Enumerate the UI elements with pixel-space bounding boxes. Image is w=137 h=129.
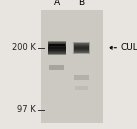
Bar bbox=[74, 45, 89, 46]
Bar bbox=[74, 46, 89, 47]
Bar bbox=[75, 86, 89, 90]
Bar bbox=[48, 48, 66, 49]
Text: A: A bbox=[54, 0, 60, 7]
Bar bbox=[48, 51, 66, 52]
Bar bbox=[48, 42, 66, 43]
Text: 97 K: 97 K bbox=[17, 105, 36, 114]
Bar bbox=[48, 45, 66, 46]
Bar bbox=[48, 50, 66, 51]
Bar bbox=[74, 52, 89, 53]
Bar bbox=[48, 47, 66, 48]
Bar bbox=[74, 49, 89, 50]
Bar bbox=[49, 44, 65, 46]
Text: B: B bbox=[79, 0, 85, 7]
Bar bbox=[73, 42, 90, 54]
Bar bbox=[48, 46, 66, 47]
Bar bbox=[48, 53, 66, 54]
Bar bbox=[48, 43, 66, 44]
Text: CUL-7: CUL-7 bbox=[121, 43, 137, 52]
Bar bbox=[74, 48, 89, 49]
Bar bbox=[41, 10, 103, 123]
Bar bbox=[74, 51, 89, 52]
Bar bbox=[48, 41, 66, 55]
Bar bbox=[74, 50, 89, 51]
Bar bbox=[48, 49, 66, 50]
Bar bbox=[74, 47, 89, 48]
Bar bbox=[48, 52, 66, 53]
Bar bbox=[74, 43, 89, 44]
Bar bbox=[48, 44, 66, 45]
Text: 200 K: 200 K bbox=[12, 43, 36, 52]
Bar bbox=[74, 75, 89, 80]
Bar bbox=[74, 44, 89, 45]
Bar bbox=[49, 64, 64, 70]
